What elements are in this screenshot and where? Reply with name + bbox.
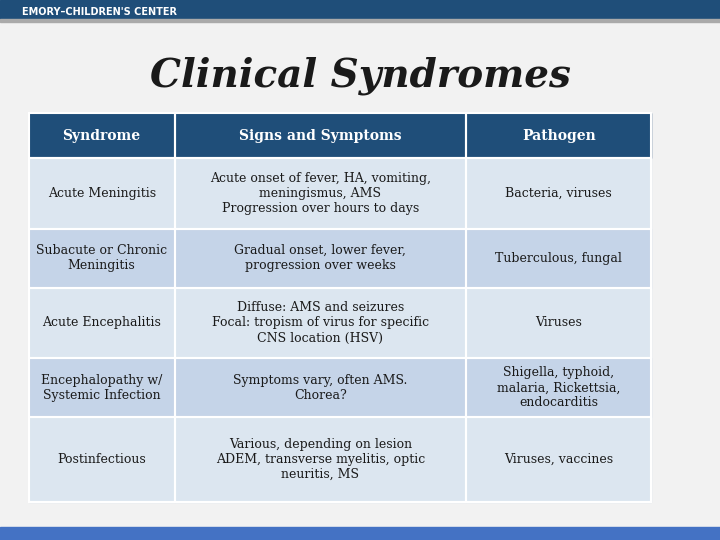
Text: Symptoms vary, often AMS.
Chorea?: Symptoms vary, often AMS. Chorea?: [233, 374, 408, 402]
Text: Pathogen: Pathogen: [522, 129, 595, 143]
Text: Shigella, typhoid,
malaria, Rickettsia,
endocarditis: Shigella, typhoid, malaria, Rickettsia, …: [497, 366, 621, 409]
Text: Clinical Syndromes: Clinical Syndromes: [150, 56, 570, 95]
Text: Acute onset of fever, HA, vomiting,
meningismus, AMS
Progression over hours to d: Acute onset of fever, HA, vomiting, meni…: [210, 172, 431, 215]
Text: Diffuse: AMS and seizures
Focal: tropism of virus for specific
CNS location (HSV: Diffuse: AMS and seizures Focal: tropism…: [212, 301, 429, 345]
Text: EMORY–CHILDREN'S CENTER: EMORY–CHILDREN'S CENTER: [22, 7, 176, 17]
Text: Acute Encephalitis: Acute Encephalitis: [42, 316, 161, 329]
Text: Encephalopathy w/
Systemic Infection: Encephalopathy w/ Systemic Infection: [41, 374, 162, 402]
Text: Various, depending on lesion
ADEM, transverse myelitis, optic
neuritis, MS: Various, depending on lesion ADEM, trans…: [215, 438, 425, 481]
Text: Signs and Symptoms: Signs and Symptoms: [239, 129, 402, 143]
Text: Postinfectious: Postinfectious: [58, 453, 146, 466]
Text: Viruses: Viruses: [535, 316, 582, 329]
Text: Tuberculous, fungal: Tuberculous, fungal: [495, 252, 622, 265]
Text: Viruses, vaccines: Viruses, vaccines: [504, 453, 613, 466]
Text: Subacute or Chronic
Meningitis: Subacute or Chronic Meningitis: [36, 244, 167, 272]
Text: Gradual onset, lower fever,
progression over weeks: Gradual onset, lower fever, progression …: [234, 244, 406, 272]
Text: Syndrome: Syndrome: [63, 129, 140, 143]
Text: Acute Meningitis: Acute Meningitis: [48, 187, 156, 200]
Text: Bacteria, viruses: Bacteria, viruses: [505, 187, 612, 200]
